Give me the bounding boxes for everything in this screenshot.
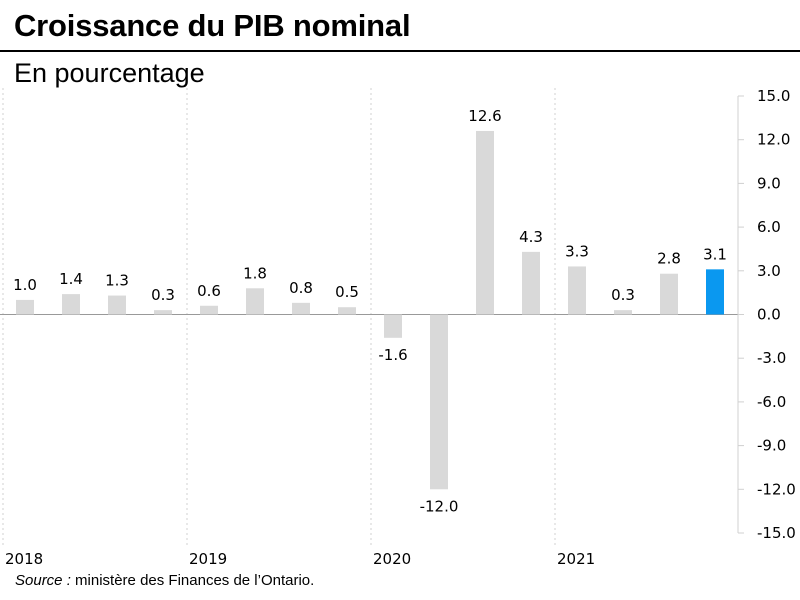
- data-label: 3.3: [565, 242, 589, 260]
- bar: [568, 266, 586, 315]
- bar: [62, 294, 80, 315]
- chart-title: Croissance du PIB nominal: [14, 8, 411, 43]
- y-tick-label: -15.0: [757, 524, 796, 542]
- y-tick-label: 15.0: [757, 87, 790, 105]
- data-label: 1.8: [243, 264, 267, 282]
- y-tick-label: 12.0: [757, 131, 790, 149]
- year-label: 2018: [5, 550, 43, 568]
- bar: [246, 288, 264, 315]
- title-rule: [0, 50, 800, 52]
- source-label: Source :: [15, 572, 71, 589]
- source-note: Source : ministère des Finances de l’Ont…: [15, 572, 314, 589]
- data-label: 0.8: [289, 279, 313, 297]
- bar: [706, 269, 724, 315]
- data-label: 12.6: [468, 107, 501, 125]
- data-label: -1.6: [378, 346, 407, 364]
- y-tick-label: -9.0: [757, 437, 786, 455]
- data-label: 0.5: [335, 283, 359, 301]
- bar: [614, 310, 632, 315]
- bar: [430, 314, 448, 490]
- chart-subtitle: En pourcentage: [14, 58, 205, 88]
- year-label: 2021: [557, 550, 595, 568]
- data-label: 1.4: [59, 270, 83, 288]
- data-label: 2.8: [657, 250, 681, 268]
- bar: [522, 251, 540, 315]
- y-tick-label: 9.0: [757, 174, 781, 192]
- bar: [108, 295, 126, 315]
- bar: [16, 299, 34, 315]
- bar: [338, 307, 356, 315]
- y-tick-label: -6.0: [757, 393, 786, 411]
- data-label: 0.6: [197, 282, 221, 300]
- bar: [660, 273, 678, 315]
- data-label: 0.3: [151, 286, 175, 304]
- y-tick-label: 0.0: [757, 306, 781, 324]
- data-label: -12.0: [420, 497, 459, 515]
- data-label: 1.3: [105, 272, 129, 290]
- bar: [476, 130, 494, 315]
- year-label: 2019: [189, 550, 227, 568]
- source-text: ministère des Finances de l’Ontario.: [75, 572, 315, 589]
- data-label: 0.3: [611, 286, 635, 304]
- y-tick-label: 3.0: [757, 262, 781, 280]
- bar: [154, 310, 172, 315]
- y-tick-label: -12.0: [757, 480, 796, 498]
- bar: [200, 305, 218, 315]
- data-label: 4.3: [519, 228, 543, 246]
- bar: [384, 314, 402, 338]
- y-tick-label: -3.0: [757, 349, 786, 367]
- data-label: 3.1: [703, 245, 727, 263]
- data-label: 1.0: [13, 276, 37, 294]
- year-label: 2020: [373, 550, 411, 568]
- bar: [292, 302, 310, 315]
- y-tick-label: 6.0: [757, 218, 781, 236]
